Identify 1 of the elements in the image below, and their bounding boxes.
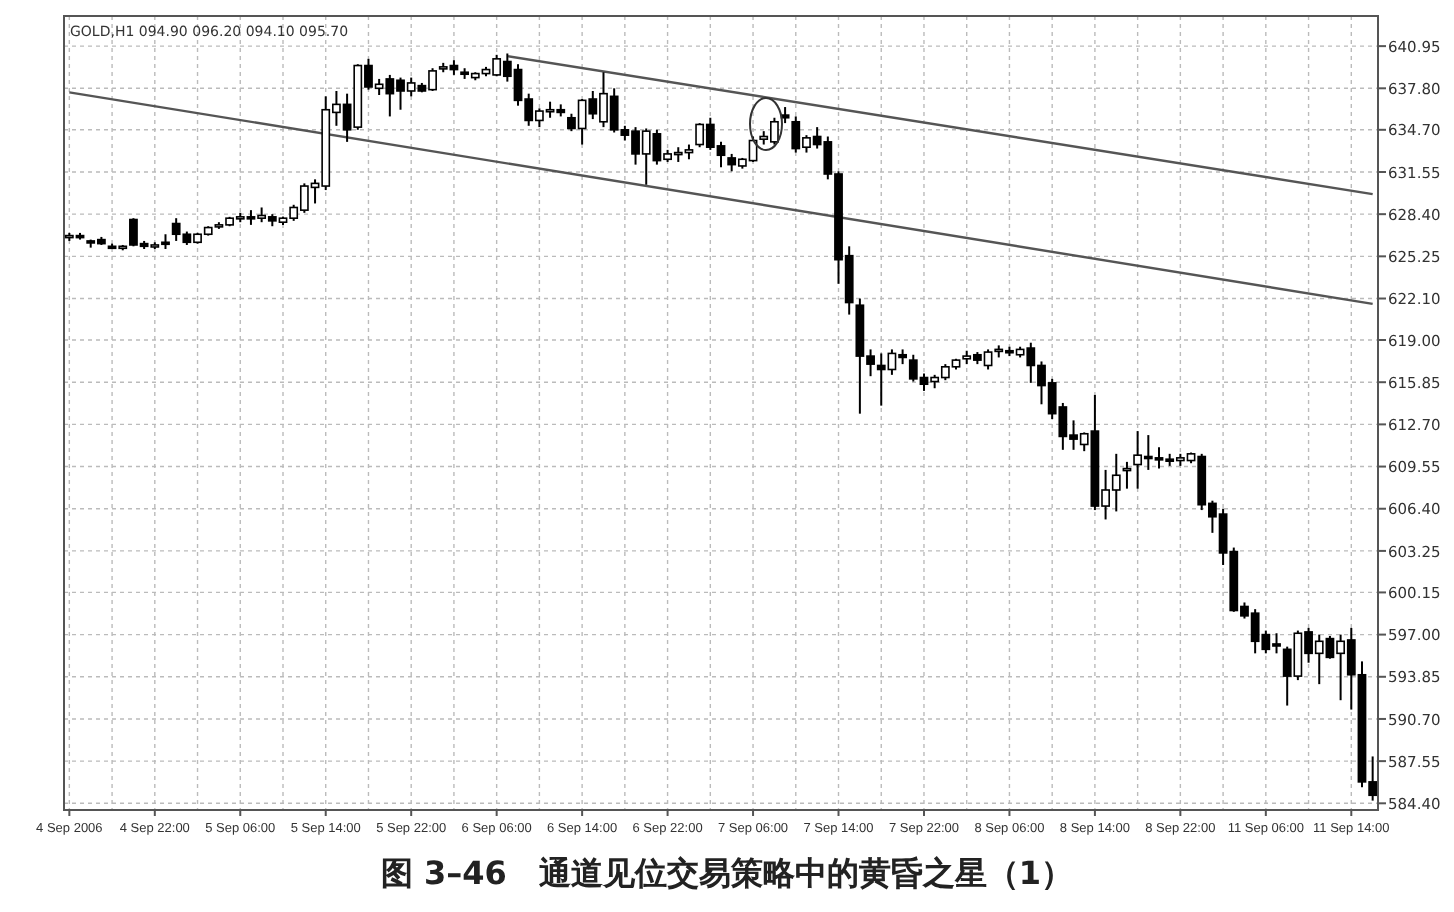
text: 图 3–46 通道见位交易策略中的黄昏之星（1） <box>380 854 1074 892</box>
